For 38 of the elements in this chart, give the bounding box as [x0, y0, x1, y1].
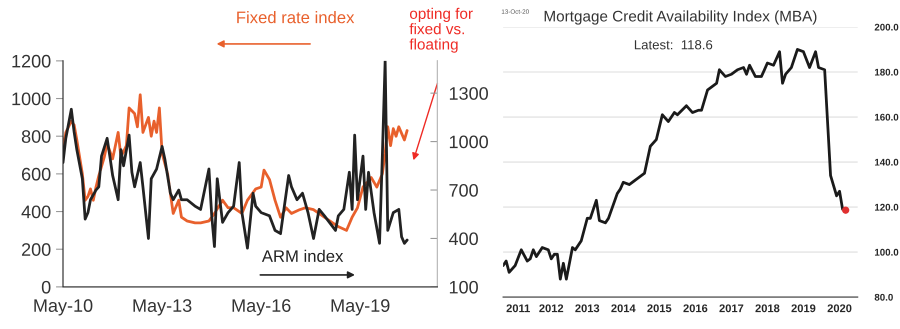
x-tick-label: May-13	[133, 299, 192, 316]
x-tick-label: 2014	[611, 304, 636, 312]
x-tick-label: 2018	[755, 304, 780, 312]
x-tick-label: 2019	[791, 304, 816, 312]
y-tick-label: 600	[22, 168, 50, 181]
x-tick-label: 2015	[647, 304, 672, 312]
y-tick-label: 120.0	[874, 204, 898, 211]
y-tick-label: 1200	[12, 54, 50, 68]
y-tick-label: 100.0	[874, 248, 898, 256]
y-tick-label: 80.0	[874, 294, 893, 301]
x-tick-label: May-16	[232, 299, 290, 316]
x-tick-label: 2020	[828, 304, 852, 312]
y2-tick-label: 100	[450, 280, 478, 294]
y-tick-label: 1000	[12, 92, 50, 106]
x-tick-label: 2011	[506, 304, 530, 312]
y-tick-label: 800	[22, 130, 50, 143]
y-tick-label: 200	[22, 243, 50, 256]
y2-tick-label: 1300	[450, 87, 488, 100]
y2-tick-label: 700	[449, 184, 478, 197]
y-tick-label: 160.0	[874, 114, 898, 121]
x-tick-label: 2016	[683, 304, 708, 312]
y-tick-label: 140.0	[874, 158, 898, 166]
annotation: Latest: 118.6	[634, 40, 712, 50]
x-tick-label: 2012	[539, 304, 564, 312]
x-tick-label: 2013	[575, 304, 600, 312]
y2-tick-label: 1000	[450, 136, 488, 148]
x-tick-label: May-10	[34, 299, 92, 316]
y-tick-label: 180.0	[874, 68, 898, 76]
y-tick-label: 400	[21, 205, 50, 218]
x-tick-label: 2017	[719, 304, 744, 312]
text: opting for fixed vs. floating	[410, 8, 473, 53]
y2-tick-label: 400	[448, 232, 478, 246]
annotation: ARM index	[262, 250, 344, 262]
chart-title: Mortgage Credit Availability Index (MBA)	[544, 10, 816, 25]
y-tick-label: 200.0	[874, 24, 898, 31]
x-tick-label: May-19	[332, 299, 390, 316]
text: Fixed rate index	[237, 11, 354, 24]
y-tick-label: 0	[42, 280, 50, 294]
